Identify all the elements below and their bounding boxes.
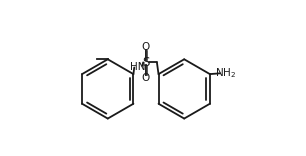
Text: NH$_2$: NH$_2$: [215, 66, 236, 80]
Text: HN: HN: [130, 62, 146, 72]
Text: S: S: [142, 56, 150, 69]
Text: O: O: [142, 42, 150, 52]
Text: O: O: [142, 73, 150, 83]
